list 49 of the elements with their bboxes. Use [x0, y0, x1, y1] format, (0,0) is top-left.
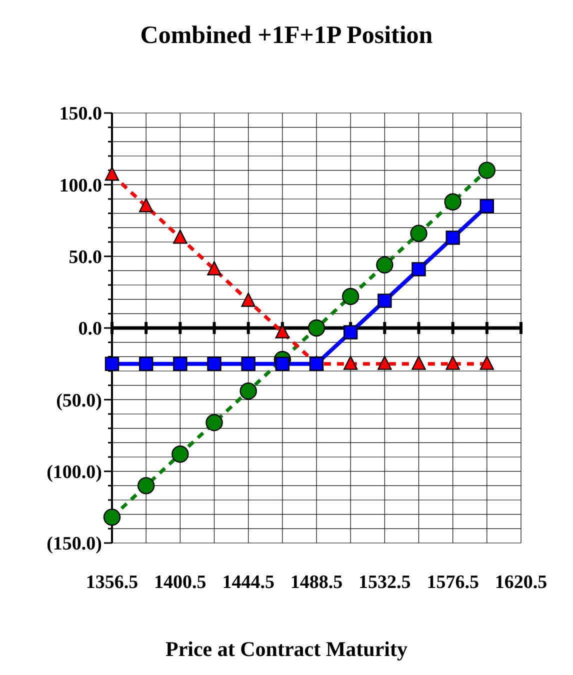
chart-title: Combined +1F+1P Position	[140, 22, 433, 49]
point	[412, 356, 426, 370]
y-tick-label: (50.0)	[56, 390, 102, 412]
x-tick-label: 1576.5	[426, 572, 479, 593]
point	[410, 224, 428, 242]
point	[343, 356, 358, 370]
point	[308, 319, 326, 337]
x-tick-label: 1532.5	[358, 572, 411, 593]
point	[446, 230, 460, 245]
y-tick-label: 150.0	[59, 104, 102, 125]
point	[480, 356, 494, 370]
point	[376, 256, 394, 274]
point	[342, 288, 360, 306]
point	[137, 477, 155, 494]
point	[275, 356, 290, 371]
point	[103, 508, 121, 526]
y-tick-label: 50.0	[68, 246, 102, 268]
x-axis-title: Price at Contract Maturity	[166, 637, 408, 661]
point	[478, 162, 496, 179]
point	[172, 446, 189, 463]
point	[378, 294, 392, 308]
x-tick-label: 1356.5	[86, 572, 138, 593]
point	[378, 356, 392, 370]
point	[207, 356, 222, 371]
x-tick-label: 1400.5	[154, 572, 206, 593]
point	[104, 356, 120, 371]
y-tick-label: (150.0)	[46, 534, 102, 555]
point	[206, 414, 223, 432]
point	[241, 356, 256, 371]
point	[138, 198, 154, 212]
point	[173, 230, 188, 244]
y-tick-label: 100.0	[59, 175, 102, 196]
point	[240, 382, 257, 400]
point	[275, 324, 290, 338]
point	[343, 325, 358, 340]
point	[173, 356, 188, 371]
point	[446, 356, 460, 370]
point	[412, 262, 426, 276]
point	[480, 199, 494, 214]
y-tick-label: 0.0	[78, 318, 102, 340]
point	[138, 356, 154, 371]
x-tick-label: 1620.5	[494, 572, 548, 593]
point	[104, 166, 120, 181]
point	[207, 261, 222, 276]
x-tick-label: 1444.5	[222, 572, 274, 593]
point	[444, 193, 462, 210]
point	[241, 292, 256, 307]
y-tick-label: (100.0)	[46, 462, 102, 483]
x-tick-label: 1488.5	[290, 572, 343, 593]
